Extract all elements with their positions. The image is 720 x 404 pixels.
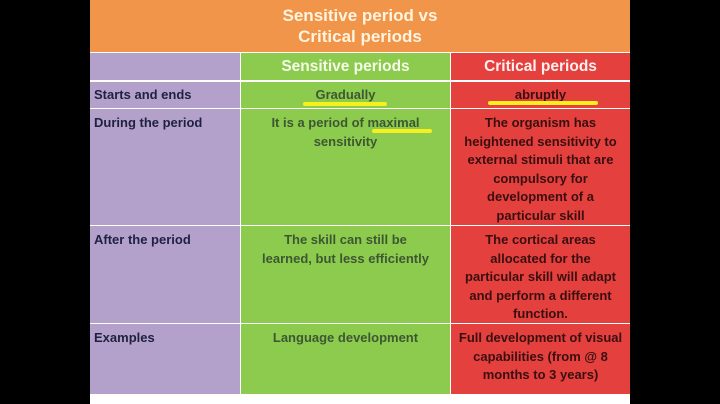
title-line-2: Critical periods — [298, 27, 422, 46]
highlight-underline — [488, 101, 598, 105]
highlight-underline — [372, 129, 432, 133]
row-label: Examples — [90, 324, 240, 394]
row-label: Starts and ends — [90, 82, 240, 108]
row-label: During the period — [90, 109, 240, 225]
cell-sensitive: The skill can still be learned, but less… — [241, 226, 450, 323]
cell-sensitive: Language development — [241, 324, 450, 394]
header-empty — [90, 53, 240, 80]
header-critical: Critical periods — [451, 53, 630, 80]
cell-sensitive: It is a period of maximal sensitivity — [241, 109, 450, 225]
cell-critical: Full development of visual capabilities … — [451, 324, 630, 394]
highlight-underline — [303, 102, 387, 106]
slide: Sensitive period vs Critical periods Sen… — [90, 0, 630, 404]
slide-title: Sensitive period vs Critical periods — [90, 0, 630, 52]
cell-critical: The organism has heightened sensitivity … — [451, 109, 630, 225]
cell-critical: The cortical areas allocated for the par… — [451, 226, 630, 323]
title-line-1: Sensitive period vs — [282, 6, 438, 25]
header-sensitive: Sensitive periods — [241, 53, 450, 80]
row-label: After the period — [90, 226, 240, 323]
